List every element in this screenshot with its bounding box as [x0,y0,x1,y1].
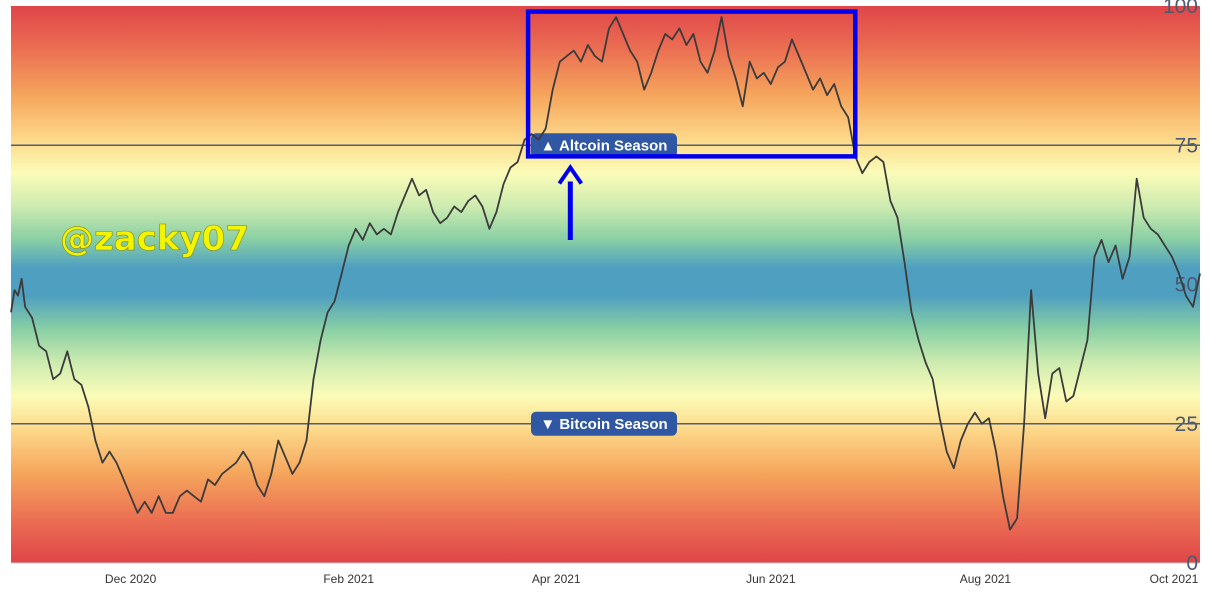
arrow-head [557,163,583,185]
threshold-badge [531,411,677,436]
x-tick-label: Oct 2021 [1150,572,1199,586]
plot-background [11,6,1200,563]
x-tick-label: Jun 2021 [746,572,796,586]
threshold-lines: ▲ Altcoin Season ▼ Bitcoin Season [11,133,1200,436]
watermark-text: @zacky07 [60,219,249,259]
y-tick-label: 100 [1163,0,1198,18]
x-tick-label: Aug 2021 [960,572,1012,586]
y-tick-label: 0 [1186,552,1198,575]
x-axis-ticks: Dec 2020 Feb 2021 Apr 2021 Jun 2021 Aug 2021… [105,572,1199,586]
threshold-badge-label: ▼ Bitcoin Season [540,416,667,433]
threshold-badge-label: ▲ Altcoin Season [541,137,668,154]
series-line [10,16,1201,531]
x-tick-label: Dec 2020 [105,572,157,586]
x-tick-label: Apr 2021 [532,572,581,586]
x-tick-label: Feb 2021 [323,572,374,586]
y-tick-label: 50 [1175,274,1198,297]
series-group [10,16,1201,531]
threshold-badge [531,133,677,158]
highlight-box [525,9,858,159]
annotation-overlays [525,9,858,240]
